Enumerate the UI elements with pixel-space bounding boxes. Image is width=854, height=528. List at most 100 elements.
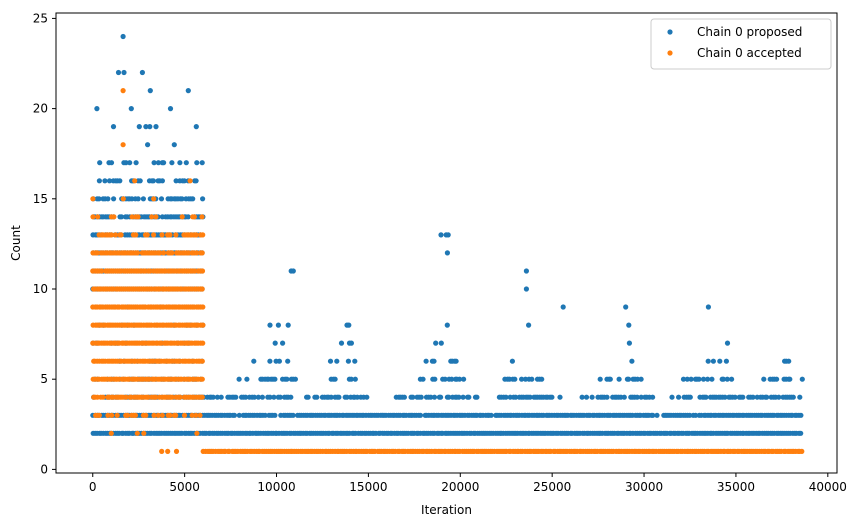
data-point bbox=[693, 412, 699, 418]
data-point bbox=[328, 394, 334, 400]
data-point bbox=[153, 124, 159, 130]
data-point bbox=[200, 304, 206, 310]
data-point bbox=[155, 160, 161, 166]
data-point bbox=[616, 376, 622, 382]
data-point bbox=[680, 376, 687, 382]
data-point bbox=[267, 322, 273, 328]
y-axis-label: Count bbox=[9, 225, 23, 261]
data-point bbox=[474, 394, 480, 400]
data-point bbox=[120, 33, 126, 40]
data-point bbox=[798, 430, 804, 436]
data-point bbox=[197, 412, 203, 418]
data-point bbox=[161, 160, 167, 166]
data-point bbox=[512, 376, 518, 382]
data-point bbox=[720, 376, 727, 382]
data-point bbox=[96, 412, 102, 418]
data-point bbox=[750, 394, 756, 400]
data-point bbox=[722, 394, 728, 400]
data-point bbox=[332, 376, 338, 382]
data-point bbox=[144, 232, 150, 238]
data-point bbox=[710, 358, 717, 364]
data-point bbox=[519, 376, 525, 382]
data-point bbox=[526, 322, 532, 328]
data-point bbox=[214, 394, 220, 400]
data-point bbox=[513, 394, 519, 400]
data-point bbox=[445, 232, 451, 238]
data-point bbox=[284, 376, 290, 382]
data-point bbox=[509, 358, 515, 364]
data-point bbox=[431, 394, 438, 400]
data-point bbox=[169, 250, 175, 256]
data-point bbox=[438, 340, 444, 346]
data-point bbox=[173, 178, 179, 184]
data-point bbox=[110, 124, 117, 130]
data-point bbox=[336, 394, 342, 400]
data-point bbox=[431, 358, 437, 364]
data-point bbox=[709, 376, 715, 382]
data-point bbox=[127, 160, 133, 166]
data-point bbox=[145, 142, 151, 148]
data-point bbox=[90, 214, 96, 220]
data-point bbox=[218, 394, 224, 400]
data-point bbox=[724, 340, 731, 346]
data-point bbox=[161, 250, 167, 256]
data-point bbox=[442, 376, 448, 382]
data-point bbox=[158, 196, 165, 202]
data-point bbox=[314, 394, 320, 400]
data-point bbox=[194, 160, 200, 166]
data-point bbox=[271, 394, 277, 400]
data-point bbox=[272, 376, 278, 382]
data-point bbox=[102, 178, 108, 184]
data-point bbox=[579, 394, 585, 400]
data-point bbox=[786, 358, 792, 364]
data-point bbox=[345, 358, 351, 364]
data-point bbox=[199, 250, 205, 256]
data-point bbox=[193, 124, 199, 130]
data-point bbox=[200, 322, 206, 328]
data-point bbox=[251, 358, 257, 364]
data-point bbox=[199, 268, 206, 274]
data-point bbox=[740, 394, 746, 400]
data-point bbox=[262, 412, 268, 418]
data-point bbox=[179, 214, 185, 220]
data-point bbox=[797, 394, 803, 400]
data-point bbox=[185, 88, 191, 94]
data-point bbox=[189, 412, 195, 418]
data-point bbox=[199, 160, 205, 166]
data-point bbox=[529, 376, 535, 382]
data-point bbox=[153, 394, 159, 400]
data-point bbox=[183, 160, 189, 166]
x-axis-label: Iteration bbox=[421, 503, 472, 517]
x-tick-label: 30000 bbox=[625, 480, 663, 494]
data-point bbox=[134, 430, 140, 436]
data-point bbox=[236, 412, 242, 418]
data-point bbox=[280, 340, 286, 346]
data-point bbox=[147, 88, 153, 94]
data-point bbox=[108, 160, 115, 166]
data-point bbox=[696, 376, 702, 382]
data-point bbox=[344, 394, 350, 400]
data-point bbox=[153, 214, 159, 220]
data-point bbox=[159, 448, 165, 454]
data-point bbox=[272, 340, 278, 346]
data-point bbox=[187, 178, 193, 184]
data-point bbox=[352, 376, 358, 382]
data-point bbox=[105, 412, 111, 418]
legend-marker-proposed bbox=[667, 29, 673, 35]
data-point bbox=[151, 412, 157, 418]
data-point bbox=[118, 214, 125, 220]
data-point bbox=[732, 394, 738, 400]
data-point bbox=[199, 358, 205, 364]
data-point bbox=[687, 412, 693, 418]
x-tick-label: 0 bbox=[89, 480, 97, 494]
data-point bbox=[133, 160, 139, 166]
data-point bbox=[623, 304, 629, 310]
data-point bbox=[589, 394, 595, 400]
data-point bbox=[94, 250, 100, 256]
data-point bbox=[272, 412, 278, 418]
data-point bbox=[143, 412, 149, 418]
x-tick-label: 35000 bbox=[717, 480, 755, 494]
data-point bbox=[285, 322, 291, 328]
x-tick-label: 20000 bbox=[441, 480, 479, 494]
data-point bbox=[173, 448, 180, 454]
